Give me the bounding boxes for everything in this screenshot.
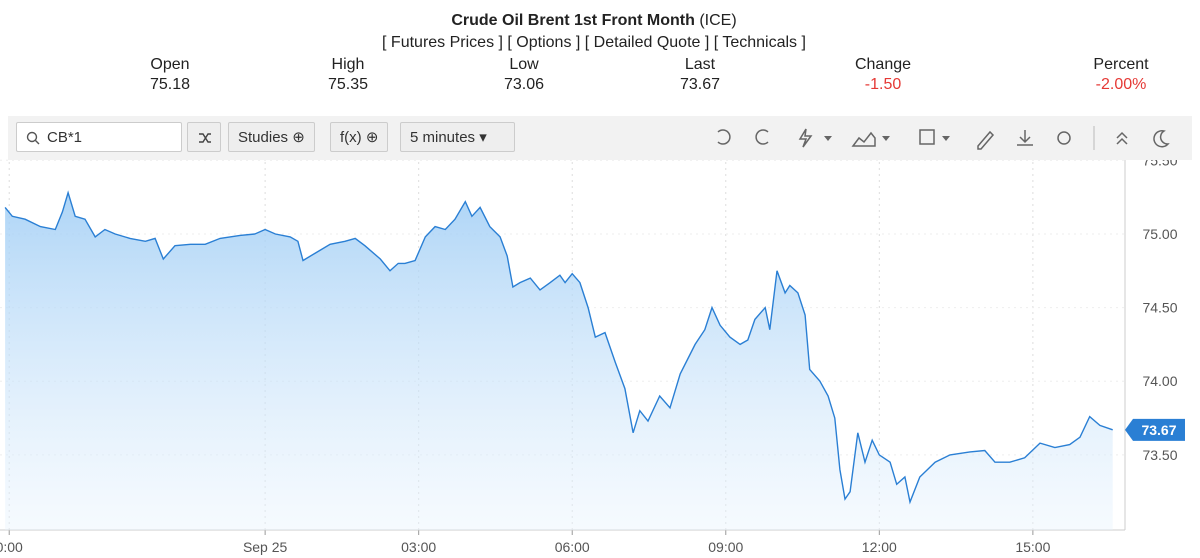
stat: Low 73.06 <box>464 55 584 95</box>
area <box>5 192 1113 530</box>
x-tick-label: 15:00 <box>1015 539 1050 555</box>
stat-label: Last <box>684 56 716 73</box>
x-tick-label: 12:00 <box>862 539 897 555</box>
search-icon <box>26 131 40 145</box>
collapse[interactable] <box>1116 131 1128 145</box>
stat: Percent -2.00% <box>1061 55 1181 95</box>
line <box>4 190 1113 505</box>
icon <box>199 133 211 143</box>
stat: Last 73.67 <box>640 55 760 95</box>
x-tick-label: 0:00 <box>0 539 23 555</box>
interval-button[interactable]: 5 minutes ▾ <box>400 122 515 152</box>
pencil[interactable] <box>977 130 995 150</box>
toolbar: CB*1 Studies ⊕ f(x) ⊕ 5 minutes ▾ <box>8 116 1192 160</box>
header: Crude Oil Brent 1st Front Month (ICE) <box>0 12 1188 30</box>
stat: High 75.35 <box>288 55 408 95</box>
x-tick-label: 06:00 <box>555 539 590 555</box>
last-price-label: 73.67 <box>1141 422 1176 438</box>
y-tick-label: 74.50 <box>1142 300 1177 316</box>
stat-value: -2.00% <box>1095 76 1147 93</box>
y-tick-label: 75.00 <box>1142 226 1177 242</box>
stat-value: -1.50 <box>864 76 902 93</box>
settings[interactable] <box>1057 131 1071 145</box>
x-tick-label: Sep 25 <box>243 539 288 555</box>
links: [ Futures Prices ] [ Options ] [ Detaile… <box>0 34 1188 52</box>
stat-label: Percent <box>1093 56 1149 73</box>
x-tick-label: 09:00 <box>708 539 743 555</box>
link[interactable]: [ Futures Prices ] <box>382 34 503 51</box>
symbol: CB*1 <box>47 129 83 146</box>
download[interactable] <box>1017 130 1033 146</box>
stat-value: 75.18 <box>149 76 191 93</box>
redo[interactable] <box>755 129 769 145</box>
theme[interactable] <box>1153 129 1170 148</box>
symbol-search[interactable]: CB*1 <box>16 122 182 152</box>
toolbar-icons <box>717 126 1170 150</box>
stat-label: High <box>331 56 365 73</box>
stat: Open 75.18 <box>110 55 230 95</box>
link[interactable]: [ Detailed Quote ] <box>584 34 710 51</box>
stat-label: Low <box>509 56 539 73</box>
studies-button[interactable]: Studies ⊕ <box>228 122 315 152</box>
stat-value: 73.06 <box>503 76 545 93</box>
stat-label: Open <box>150 56 190 73</box>
stat-value: 73.67 <box>679 76 721 93</box>
exchange: (ICE) <box>699 12 737 29</box>
draw[interactable] <box>798 128 813 148</box>
label: Studies <box>238 129 289 146</box>
y-tick-label: 74.00 <box>1142 373 1177 389</box>
stat: Change -1.50 <box>823 55 943 95</box>
fx-button[interactable]: f(x) ⊕ <box>330 122 389 152</box>
templates[interactable] <box>919 129 935 145</box>
link[interactable]: [ Options ] <box>507 34 581 51</box>
label: 5 minutes <box>410 129 476 146</box>
chart-type[interactable] <box>851 131 876 147</box>
chart: 0:00 Sep 25 03:00 06:00 09:00 12:00 15:00 73.50… <box>0 150 1185 555</box>
x-tick-label: 03:00 <box>401 539 436 555</box>
stat-value: 75.35 <box>327 76 369 93</box>
last-price-tag <box>1125 418 1185 441</box>
undo[interactable] <box>717 129 731 145</box>
stat-label: Change <box>854 56 912 73</box>
label: f(x) <box>340 129 362 146</box>
y-tick-label: 73.50 <box>1142 447 1177 463</box>
compare-button[interactable] <box>187 122 221 152</box>
link[interactable]: [ Technicals ] <box>713 34 806 51</box>
title: Crude Oil Brent 1st Front Month <box>451 12 695 29</box>
